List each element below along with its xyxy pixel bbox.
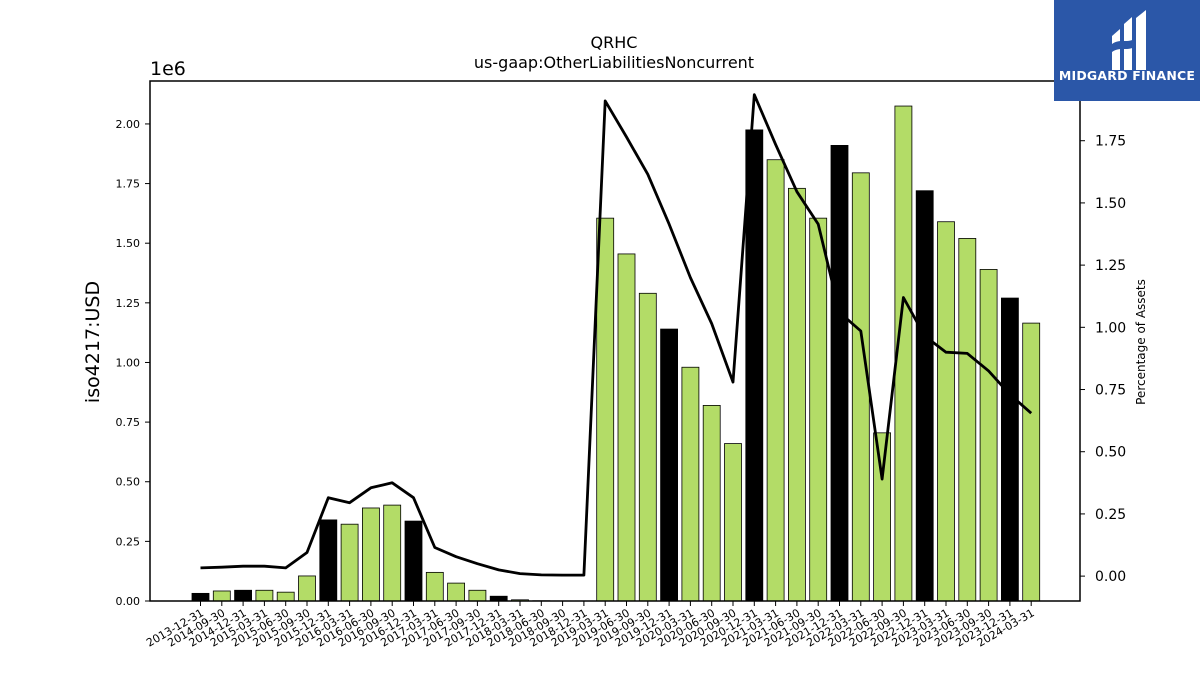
bar-2019-12-31	[660, 328, 678, 602]
bar-2016-06-30	[361, 507, 380, 602]
bar-2015-09-30	[298, 575, 316, 602]
plot-frame	[149, 80, 1081, 602]
y-tick-label: 1.25	[116, 297, 141, 310]
y2-axis-label: Percentage of Assets	[1134, 279, 1148, 405]
y-tick-label: 1.50	[116, 237, 141, 250]
y-tick-label: 0.25	[116, 535, 141, 548]
pct-assets-line	[200, 93, 1033, 577]
bar-2014-12-31	[234, 589, 253, 602]
y2-tick-label: 1.50	[1095, 196, 1126, 212]
bar-2017-03-31	[425, 571, 444, 602]
bar-2024-03-31	[1022, 322, 1041, 602]
bar-2020-09-30	[724, 443, 742, 602]
bar-2022-06-30	[873, 432, 891, 602]
y2-tick-label: 1.75	[1095, 134, 1126, 150]
bar-2022-12-31	[915, 190, 934, 602]
chart-title: QRHC	[591, 33, 638, 52]
bar-2019-09-30	[638, 292, 657, 602]
y2-tick-label: 0.00	[1095, 569, 1126, 585]
y2-tick-label: 1.00	[1095, 320, 1126, 336]
bar-2013-12-31	[191, 592, 210, 602]
bar-2015-12-31	[319, 519, 338, 602]
y-tick-label: 1.75	[116, 178, 141, 191]
bar-2016-12-31	[404, 520, 423, 602]
bar-2020-06-30	[702, 405, 721, 602]
bar-2021-12-31	[830, 145, 849, 602]
bar-2017-09-30	[468, 589, 487, 602]
pct-assets-line-layer	[200, 93, 1033, 577]
bars	[191, 105, 1041, 602]
y2-tick-label: 0.75	[1095, 383, 1126, 399]
bar-2023-09-30	[979, 269, 998, 602]
chart-subtitle: us-gaap:OtherLiabilitiesNoncurrent	[474, 53, 754, 72]
bar-2016-03-31	[340, 523, 359, 602]
bar-2021-03-31	[766, 159, 785, 602]
y-tick-label: 2.00	[116, 118, 141, 131]
brand-name: MIDGARD FINANCE	[1058, 68, 1196, 83]
bar-2020-03-31	[681, 366, 700, 602]
brand-logo: MIDGARD FINANCE	[1054, 0, 1200, 101]
y2-tick-label: 0.25	[1095, 507, 1126, 523]
bar-2015-06-30	[276, 591, 295, 602]
bar-2019-06-30	[617, 253, 636, 602]
bar-2017-06-30	[447, 582, 466, 602]
bar-2023-03-31	[937, 221, 955, 602]
bar-2022-03-31	[851, 172, 870, 602]
bar-2015-03-31	[255, 589, 274, 602]
bar-2020-12-31	[745, 129, 764, 602]
bar-2019-03-31	[596, 217, 615, 602]
y2-tick-label: 1.25	[1095, 258, 1126, 274]
bar-2016-09-30	[383, 504, 402, 602]
y-tick-label: 1.00	[116, 356, 141, 369]
bar-2023-12-31	[1001, 297, 1019, 602]
y-axis-label: iso4217:USD	[82, 281, 104, 403]
y-tick-label: 0.00	[116, 595, 141, 608]
y-tick-label: 0.50	[116, 476, 141, 489]
bar-2014-09-30	[212, 590, 231, 602]
bar-2023-06-30	[958, 238, 977, 602]
y-offset-label: 1e6	[150, 58, 186, 80]
bar-2021-09-30	[809, 217, 828, 602]
axes: 0.00 0.25 0.50 0.75 1.00 1.25 1.50 1.75 2.00 0.00…	[116, 80, 1126, 650]
bar-2021-06-30	[788, 187, 806, 602]
y-tick-label: 0.75	[116, 416, 141, 429]
brand-mark-icon	[1112, 10, 1146, 70]
y2-tick-label: 0.50	[1095, 445, 1126, 461]
